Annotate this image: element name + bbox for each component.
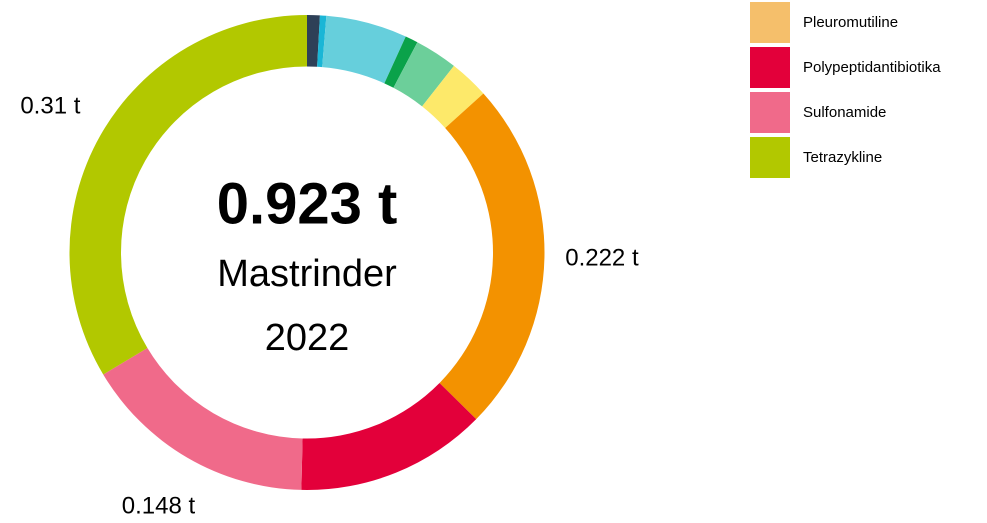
donut-segment (301, 383, 477, 490)
legend-label: Polypeptidantibiotika (803, 59, 941, 76)
value-label: 0.31 t (20, 92, 80, 119)
donut-segment (393, 42, 454, 107)
legend-swatch (750, 137, 790, 178)
legend-label: Pleuromutiline (803, 14, 898, 31)
donut-segment (422, 65, 484, 128)
value-label: 0.148 t (122, 493, 196, 520)
donut-segment (103, 348, 303, 490)
donut-segment (307, 15, 320, 67)
legend-label: Tetrazykline (803, 149, 882, 166)
center-year: 2022 (265, 317, 350, 359)
center-subtitle: Mastrinder (217, 253, 397, 295)
donut-segment (322, 15, 406, 84)
donut-segment (317, 15, 327, 68)
legend-swatch (750, 92, 790, 133)
legend-swatch (750, 2, 790, 43)
donut-segment (69, 15, 307, 375)
value-label: 0.222 t (565, 244, 639, 271)
legend-label: Sulfonamide (803, 104, 886, 121)
donut-segment (384, 36, 418, 88)
center-value: 0.923 t (217, 171, 398, 236)
legend-swatch (750, 47, 790, 88)
donut-segment (439, 93, 545, 420)
